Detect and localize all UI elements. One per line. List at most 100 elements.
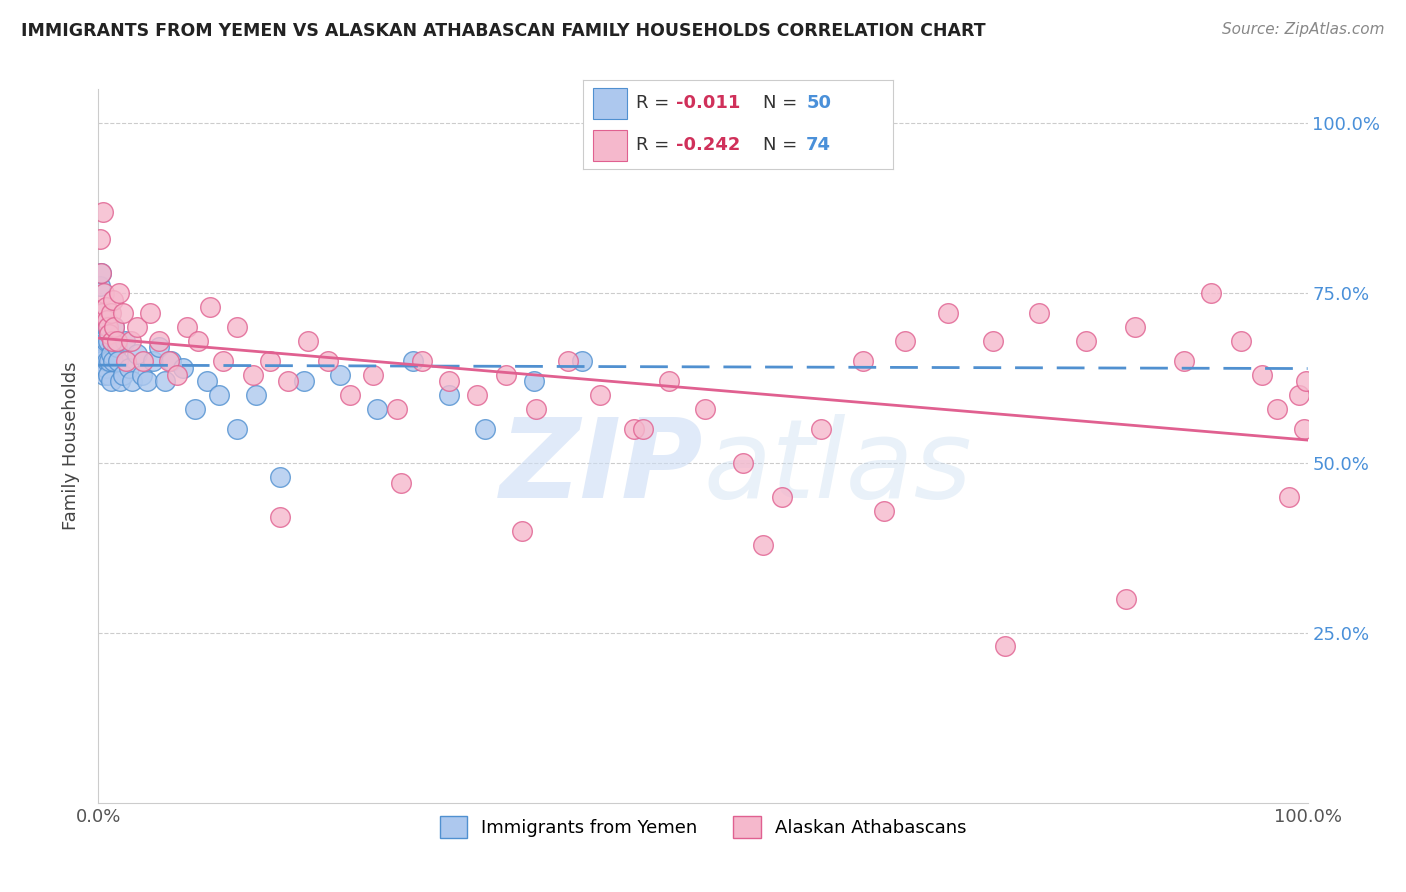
Point — [93, 286, 115, 301]
Point — [100, 306, 122, 320]
Point — [96, 354, 118, 368]
Point — [105, 334, 128, 348]
Point — [100, 375, 122, 389]
Point — [589, 388, 612, 402]
Point — [139, 306, 162, 320]
Point — [339, 388, 361, 402]
Point — [184, 401, 207, 416]
Point — [89, 279, 111, 293]
Point — [524, 401, 547, 416]
Point — [631, 422, 654, 436]
Point — [93, 347, 115, 361]
Point — [97, 368, 120, 382]
Point — [226, 320, 249, 334]
Point — [94, 334, 117, 348]
Point — [91, 320, 114, 334]
Point — [105, 341, 128, 355]
Point — [1115, 591, 1137, 606]
Text: atlas: atlas — [703, 414, 972, 521]
Point — [153, 375, 176, 389]
Y-axis label: Family Households: Family Households — [62, 362, 80, 530]
Point — [90, 266, 112, 280]
Text: N =: N = — [763, 136, 803, 154]
Point — [91, 204, 114, 219]
Point — [557, 354, 579, 368]
Point — [98, 354, 121, 368]
Point — [108, 375, 131, 389]
Point — [1288, 388, 1310, 402]
Point — [120, 334, 142, 348]
Point — [96, 320, 118, 334]
Point — [97, 334, 120, 348]
Point — [103, 320, 125, 334]
Text: N =: N = — [763, 95, 803, 112]
Point — [474, 422, 496, 436]
Point — [510, 524, 533, 538]
Point — [101, 354, 124, 368]
Point — [131, 368, 153, 382]
Point — [329, 368, 352, 382]
Point — [1028, 306, 1050, 320]
Point — [269, 469, 291, 483]
Point — [571, 354, 593, 368]
Point — [292, 375, 315, 389]
Point — [115, 354, 138, 368]
Point — [111, 368, 134, 382]
Text: IMMIGRANTS FROM YEMEN VS ALASKAN ATHABASCAN FAMILY HOUSEHOLDS CORRELATION CHART: IMMIGRANTS FROM YEMEN VS ALASKAN ATHABAS… — [21, 22, 986, 40]
Point — [938, 306, 960, 320]
Point — [187, 334, 209, 348]
Point — [1230, 334, 1253, 348]
Text: R =: R = — [636, 95, 675, 112]
Point — [770, 490, 793, 504]
Point — [127, 320, 149, 334]
Point — [495, 368, 517, 382]
Point — [198, 300, 221, 314]
Point — [142, 354, 165, 368]
Point — [160, 354, 183, 368]
Point — [148, 334, 170, 348]
Point — [1292, 422, 1315, 436]
Point — [731, 456, 754, 470]
Point — [1076, 334, 1098, 348]
Point — [1250, 368, 1272, 382]
Text: -0.011: -0.011 — [676, 95, 741, 112]
Point — [172, 360, 194, 375]
Point — [107, 354, 129, 368]
Point — [277, 375, 299, 389]
Text: ZIP: ZIP — [499, 414, 703, 521]
Point — [316, 354, 339, 368]
Point — [297, 334, 319, 348]
Point — [98, 326, 121, 341]
Point — [93, 368, 115, 382]
Point — [1173, 354, 1195, 368]
Point — [195, 375, 218, 389]
Point — [114, 334, 136, 348]
Point — [103, 320, 125, 334]
Point — [132, 354, 155, 368]
Point — [411, 354, 433, 368]
Point — [91, 306, 114, 320]
Point — [269, 510, 291, 524]
Point — [94, 300, 117, 314]
Point — [437, 375, 460, 389]
Point — [389, 476, 412, 491]
Point — [90, 266, 112, 280]
Point — [852, 354, 875, 368]
Point — [100, 334, 122, 348]
Point — [212, 354, 235, 368]
Point — [361, 368, 384, 382]
Point — [385, 401, 408, 416]
Point — [100, 334, 122, 348]
Bar — [593, 88, 627, 119]
Point — [402, 354, 425, 368]
Text: 74: 74 — [806, 136, 831, 154]
Point — [245, 388, 267, 402]
Point — [89, 232, 111, 246]
Point — [1267, 401, 1289, 416]
Point — [121, 375, 143, 389]
Point — [658, 375, 681, 389]
Point — [94, 360, 117, 375]
Point — [127, 347, 149, 361]
Point — [752, 537, 775, 551]
Point — [1278, 490, 1301, 504]
